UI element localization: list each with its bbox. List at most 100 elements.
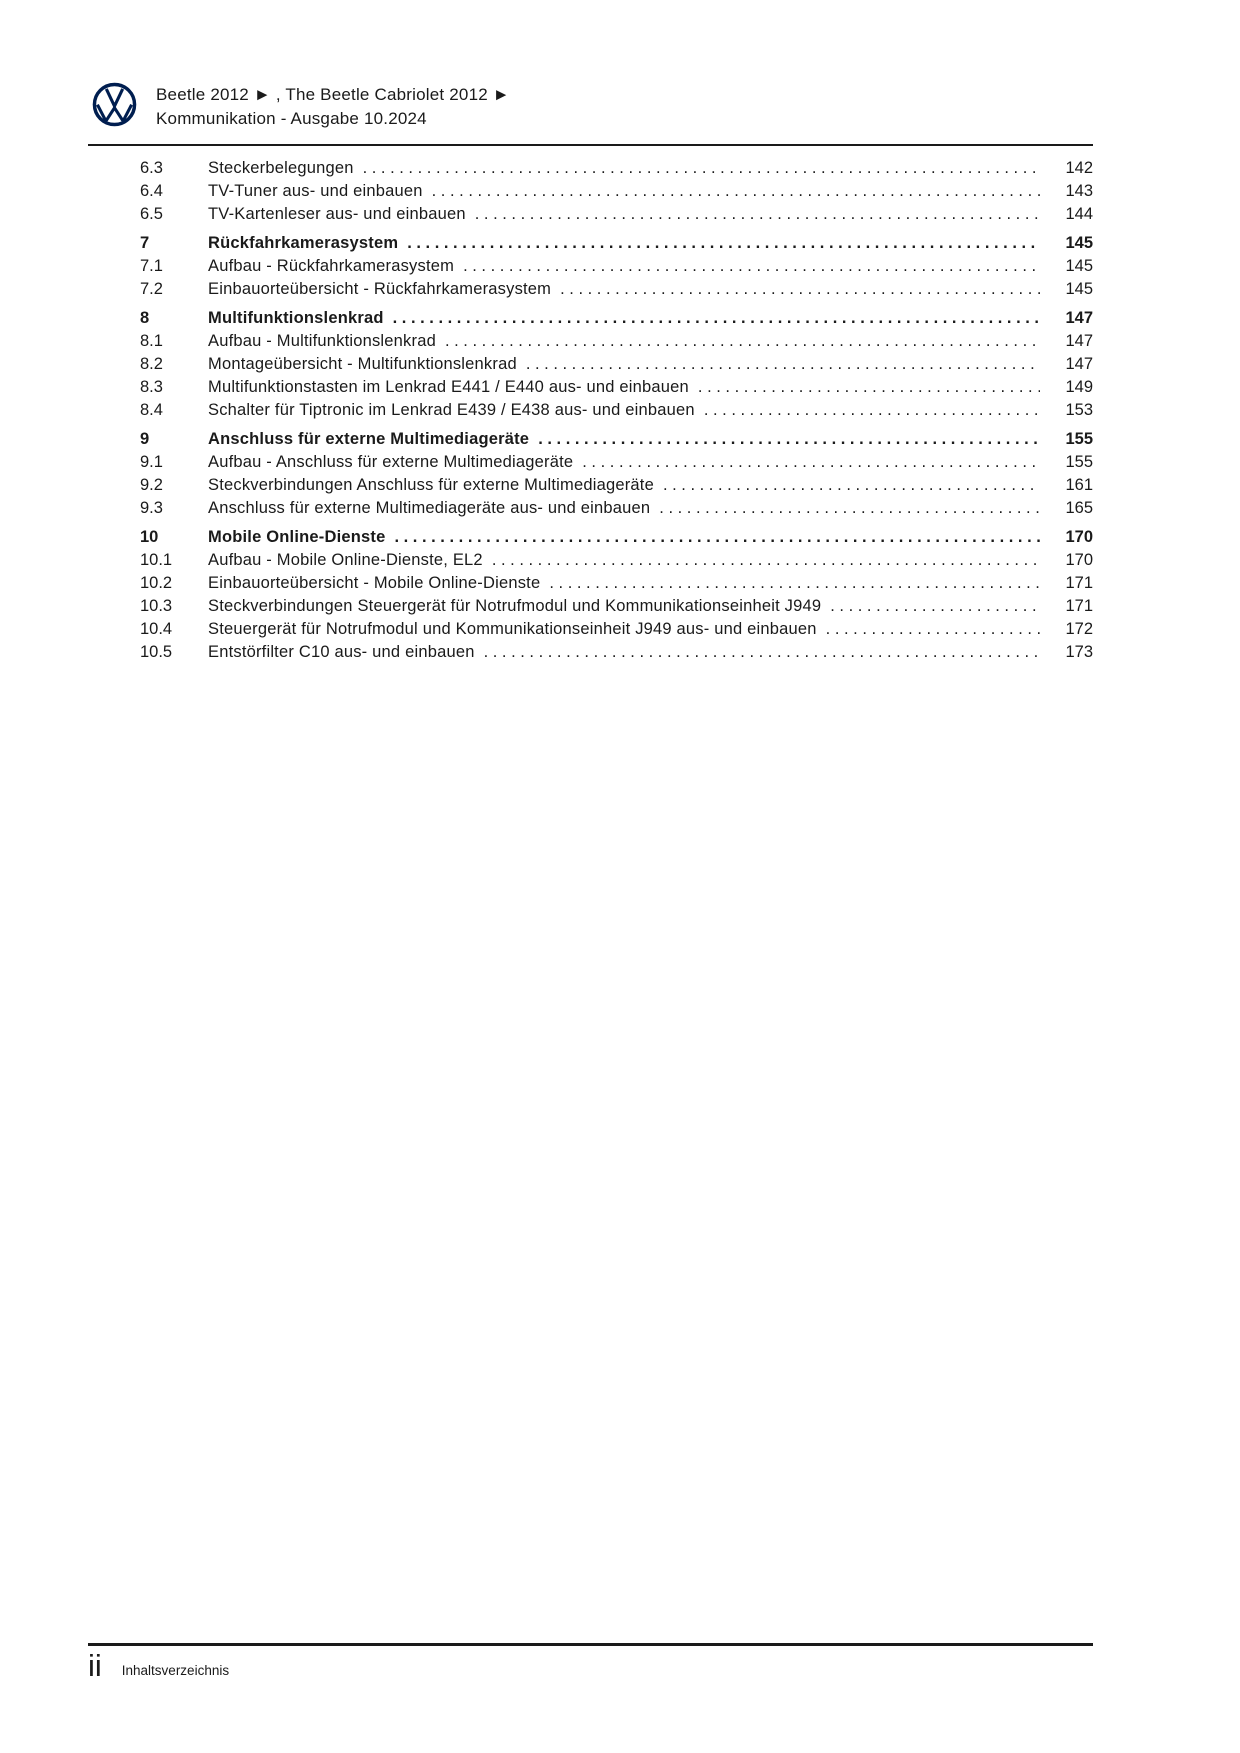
toc-entry-number: 8.4: [140, 401, 163, 419]
toc-dot-leader: . . . . . . . . . . . . . . . . . . . . …: [444, 332, 1040, 350]
toc-entry-page: 165: [1065, 499, 1093, 517]
toc-entry-number: 6.5: [140, 205, 163, 223]
toc-entry-number: 8.1: [140, 332, 163, 350]
toc-entry-page: 145: [1065, 280, 1093, 298]
toc-entry: 9 Anschluss für externe Multimediageräte.…: [140, 428, 1093, 451]
vw-logo-icon: [92, 82, 137, 127]
toc-entry-page: 147: [1065, 332, 1093, 350]
toc-entry-page: 171: [1065, 597, 1093, 615]
header-divider: [88, 144, 1093, 146]
toc-entry: 10.3 Steckverbindungen Steuergerät für No…: [140, 595, 1093, 618]
toc-entry: 8.2 Montageübersicht - Multifunktionslenk…: [140, 353, 1093, 376]
toc-entry-title: Montageübersicht - Multifunktionslenkrad: [208, 355, 517, 373]
toc-entry-title: TV-Tuner aus- und einbauen: [208, 182, 423, 200]
toc-entry-number: 9: [140, 430, 150, 448]
toc-entry-title: Anschluss für externe Multimediageräte: [208, 430, 530, 448]
toc-dot-leader: . . . . . . . . . . . . . . . . . . . . …: [538, 430, 1040, 448]
toc-entry-page: 155: [1065, 430, 1093, 448]
toc-entry-page: 143: [1065, 182, 1093, 200]
toc-entry-number: 10.1: [140, 551, 173, 569]
toc-dot-leader: . . . . . . . . . . . . . . . . . . . . …: [483, 643, 1040, 661]
toc-entry: 10.1 Aufbau - Mobile Online-Dienste, EL2.…: [140, 549, 1093, 572]
toc-entry-title: Aufbau - Multifunktionslenkrad: [208, 332, 436, 350]
page-header: Beetle 2012 ► , The Beetle Cabriolet 201…: [92, 82, 510, 130]
toc-entry-page: 161: [1065, 476, 1093, 494]
toc-entry-page: 149: [1065, 378, 1093, 396]
toc-entry-title: Schalter für Tiptronic im Lenkrad E439 /…: [208, 401, 695, 419]
toc-entry-page: 172: [1065, 620, 1093, 638]
toc-dot-leader: . . . . . . . . . . . . . . . . . . . . …: [659, 499, 1040, 517]
toc-dot-leader: . . . . . . . . . . . . . . . . . . . . …: [491, 551, 1040, 569]
toc-entry-number: 6.4: [140, 182, 163, 200]
toc-dot-leader: . . . . . . . . . . . . . . . . . . . . …: [463, 257, 1040, 275]
toc-entry-number: 9.1: [140, 453, 163, 471]
toc-entry-title: Multifunktionstasten im Lenkrad E441 / E…: [208, 378, 689, 396]
toc-entry: 8.4 Schalter für Tiptronic im Lenkrad E43…: [140, 399, 1093, 422]
toc-entry-number: 7.1: [140, 257, 163, 275]
toc-entry-number: 10.2: [140, 574, 173, 592]
toc-entry-title: Einbauorteübersicht - Mobile Online-Dien…: [208, 574, 541, 592]
toc-entry-page: 142: [1065, 159, 1093, 177]
toc-entry-number: 9.2: [140, 476, 163, 494]
toc-entry-number: 10.5: [140, 643, 173, 661]
toc-entry-title: Entstörfilter C10 aus- und einbauen: [208, 643, 475, 661]
toc-entry-number: 8: [140, 309, 150, 327]
footer-label: Inhaltsverzeichnis: [121, 1663, 230, 1678]
toc-entry-page: 147: [1065, 355, 1093, 373]
toc-entry: 7.1 Aufbau - Rückfahrkamerasystem . . . . …: [140, 255, 1093, 278]
toc-entry: 8 Multifunktionslenkrad . . . . . . . . . …: [140, 307, 1093, 330]
footer-divider: [88, 1643, 1093, 1646]
page-footer: ii Inhaltsverzeichnis: [88, 1650, 230, 1681]
toc-dot-leader: . . . . . . . . . . . . . . . . . . . . …: [407, 234, 1040, 252]
toc-entry-title: Aufbau - Rückfahrkamerasystem: [208, 257, 455, 275]
toc-entry-number: 8.3: [140, 378, 163, 396]
toc-entry-title: Mobile Online-Dienste: [208, 528, 386, 546]
toc-entry-number: 7.2: [140, 280, 163, 298]
toc-entry-number: 8.2: [140, 355, 163, 373]
toc-dot-leader: . . . . . . . . . . . . . . . . . . . . …: [431, 182, 1040, 200]
toc-entry-number: 6.3: [140, 159, 163, 177]
toc-entry-number: 10: [140, 528, 159, 546]
toc-entry: 6.4 TV-Tuner aus- und einbauen . . . . . .…: [140, 180, 1093, 203]
toc-dot-leader: . . . . . . . . . . . . . . . . . . . . …: [582, 453, 1040, 471]
toc-dot-leader: . . . . . . . . . . . . . . . . . . . . …: [560, 280, 1040, 298]
toc-entry: 6.5 TV-Kartenleser aus- und einbauen . . .…: [140, 203, 1093, 226]
toc-entry: 10.4 Steuergerät für Notrufmodul und Komm…: [140, 618, 1093, 641]
toc-dot-leader: . . . . . . . . . . . . . . . . . . . . …: [394, 528, 1040, 546]
toc-entry-title: Aufbau - Mobile Online-Dienste, EL2: [208, 551, 483, 569]
toc-entry: 8.1 Aufbau - Multifunktionslenkrad . . . .…: [140, 330, 1093, 353]
toc-entry-title: Anschluss für externe Multimediageräte a…: [208, 499, 651, 517]
toc-entry: 9.3 Anschluss für externe Multimediagerät…: [140, 497, 1093, 520]
toc-entry-title: Steuergerät für Notrufmodul und Kommunik…: [208, 620, 817, 638]
toc-entry: 9.1 Aufbau - Anschluss für externe Multim…: [140, 451, 1093, 474]
toc-dot-leader: . . . . . . . . . . . . . . . . . . . . …: [549, 574, 1040, 592]
toc-entry-title: TV-Kartenleser aus- und einbauen: [208, 205, 466, 223]
toc-entry-page: 170: [1065, 528, 1093, 546]
toc-entry-page: 155: [1065, 453, 1093, 471]
toc-list: 6.3 Steckerbelegungen . . . . . . . . . . …: [140, 157, 1093, 664]
toc-entry: 10 Mobile Online-Dienste . . . . . . . . .…: [140, 526, 1093, 549]
toc-entry-title: Multifunktionslenkrad: [208, 309, 384, 327]
toc-entry-page: 147: [1065, 309, 1093, 327]
toc-dot-leader: . . . . . . . . . . . . . . . . . . . . …: [525, 355, 1040, 373]
toc-dot-leader: . . . . . . . . . . . . . . . . . . . . …: [474, 205, 1040, 223]
toc-dot-leader: . . . . . . . . . . . . . . . . . . . . …: [703, 401, 1040, 419]
toc-entry-title: Rückfahrkamerasystem: [208, 234, 399, 252]
toc-entry-page: 171: [1065, 574, 1093, 592]
toc-entry-page: 144: [1065, 205, 1093, 223]
toc-dot-leader: . . . . . . . . . . . . . . . . . . . . …: [362, 159, 1040, 177]
toc-entry-title: Aufbau - Anschluss für externe Multimedi…: [208, 453, 574, 471]
toc-entry-number: 10.4: [140, 620, 173, 638]
toc-dot-leader: . . . . . . . . . . . . . . . . . . . . …: [825, 620, 1040, 638]
toc-entry-title: Steckerbelegungen: [208, 159, 354, 177]
toc-entry-page: 170: [1065, 551, 1093, 569]
toc-entry: 10.5 Entstörfilter C10 aus- und einbauen.…: [140, 641, 1093, 664]
toc-entry-number: 10.3: [140, 597, 173, 615]
toc-entry-page: 173: [1065, 643, 1093, 661]
toc-entry-number: 7: [140, 234, 150, 252]
toc-entry-title: Steckverbindungen Anschluss für externe …: [208, 476, 654, 494]
toc-entry-page: 145: [1065, 257, 1093, 275]
toc-dot-leader: . . . . . . . . . . . . . . . . . . . . …: [392, 309, 1040, 327]
toc-entry-title: Einbauorteübersicht - Rückfahrkamerasyst…: [208, 280, 552, 298]
